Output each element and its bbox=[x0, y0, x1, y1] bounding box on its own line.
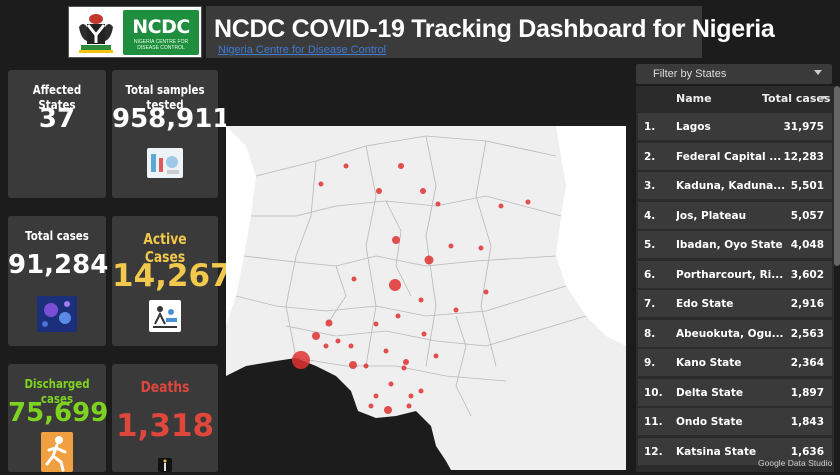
case-count: 2,563 bbox=[790, 327, 824, 340]
table-row[interactable]: 1. Lagos 31,975 bbox=[638, 112, 832, 140]
case-count: 1,843 bbox=[790, 416, 824, 428]
cases-table: Name Total cases 1. Lagos 31,975 2. Federal … bbox=[636, 86, 834, 472]
logo-text: NCDC bbox=[132, 16, 190, 38]
card-value: 37 bbox=[38, 104, 76, 134]
rank: 11. bbox=[644, 416, 663, 428]
column-header-name[interactable]: Name bbox=[676, 92, 712, 105]
ncdc-logo: NCDC NIGERIA CENTRE FOR DISEASE CONTROL bbox=[123, 10, 199, 55]
state-name: Delta State bbox=[676, 386, 744, 399]
case-count: 5,501 bbox=[790, 180, 824, 192]
state-name: Portharcourt, Ri... bbox=[676, 268, 784, 281]
sort-desc-icon[interactable] bbox=[820, 96, 826, 100]
rank: 7. bbox=[644, 298, 656, 310]
rank: 12. bbox=[644, 445, 663, 458]
card-value: 1,318 bbox=[115, 408, 215, 444]
lab-test-icon bbox=[147, 148, 183, 178]
table-scrollbar[interactable] bbox=[834, 86, 840, 266]
state-name: Abeuokuta, Ogu... bbox=[676, 327, 784, 340]
filter-label: Filter by States bbox=[653, 68, 727, 80]
nigeria-map[interactable] bbox=[226, 66, 626, 470]
case-count: 4,048 bbox=[790, 239, 824, 251]
state-name: Katsina State bbox=[676, 445, 757, 458]
google-data-studio-credit: Google Data Studio bbox=[758, 458, 833, 468]
state-name: Jos, Plateau bbox=[676, 209, 747, 222]
case-count: 2,364 bbox=[790, 357, 824, 369]
table-row[interactable]: 12. Katsina State 1,636 bbox=[638, 436, 832, 465]
state-name: Edo State bbox=[676, 298, 734, 310]
ncdc-link[interactable]: Nigeria Centre for Disease Control bbox=[218, 44, 387, 56]
card-deaths: Deaths 1,318 bbox=[112, 364, 218, 472]
table-row[interactable]: 8. Abeuokuta, Ogu... 2,563 bbox=[638, 318, 832, 347]
state-name: Ibadan, Oyo State bbox=[676, 239, 783, 251]
logo-subtext: NIGERIA CENTRE FOR DISEASE CONTROL bbox=[133, 39, 189, 51]
card-label: Total cases bbox=[25, 228, 89, 243]
running-person-icon bbox=[41, 432, 73, 472]
state-name: Federal Capital ... bbox=[676, 150, 782, 163]
rank: 2. bbox=[644, 150, 656, 163]
card-active-cases: Active Cases 14,267 bbox=[112, 216, 232, 346]
rank: 4. bbox=[644, 209, 656, 222]
chevron-down-icon[interactable] bbox=[814, 70, 822, 75]
card-label: Active Cases bbox=[143, 230, 187, 266]
rank: 1. bbox=[644, 121, 656, 133]
case-count: 3,602 bbox=[790, 268, 824, 281]
card-label: Discharged cases bbox=[24, 376, 90, 406]
card-label: Total samples tested bbox=[125, 82, 205, 112]
virus-icon bbox=[37, 296, 77, 332]
page-title: NCDC COVID-19 Tracking Dashboard for Nig… bbox=[214, 15, 775, 43]
title-banner: NCDC COVID-19 Tracking Dashboard for Nig… bbox=[206, 6, 775, 58]
case-count: 1,636 bbox=[790, 445, 824, 458]
rank: 10. bbox=[644, 386, 663, 399]
rank: 9. bbox=[644, 357, 656, 369]
card-discharged: Discharged cases 75,699 bbox=[8, 364, 109, 472]
table-row[interactable]: 4. Jos, Plateau 5,057 bbox=[638, 200, 832, 229]
state-name: Ondo State bbox=[676, 416, 743, 428]
patient-care-icon bbox=[149, 300, 181, 332]
column-header-total-cases[interactable]: Total cases bbox=[762, 92, 831, 105]
table-row[interactable]: 10. Delta State 1,897 bbox=[638, 377, 832, 406]
case-count: 12,283 bbox=[783, 150, 824, 163]
map-panel[interactable] bbox=[226, 66, 626, 470]
case-count: 31,975 bbox=[783, 121, 824, 133]
candle-icon bbox=[158, 458, 172, 472]
card-label: Deaths bbox=[140, 378, 190, 396]
card-samples-tested: Total samples tested 958,911 bbox=[112, 70, 231, 198]
card-value: 958,911 bbox=[112, 104, 231, 134]
state-name: Lagos bbox=[676, 121, 711, 133]
coat-of-arms-icon bbox=[75, 11, 117, 55]
table-row[interactable]: 5. Ibadan, Oyo State 4,048 bbox=[638, 230, 832, 258]
card-affected-states: Affected States 37 bbox=[8, 70, 106, 198]
table-row[interactable]: 2. Federal Capital ... 12,283 bbox=[638, 141, 832, 170]
card-total-cases: Total cases 91,284 bbox=[8, 216, 109, 346]
card-value: 75,699 bbox=[8, 398, 109, 428]
card-value: 14,267 bbox=[112, 258, 232, 294]
table-row[interactable]: 3. Kaduna, Kaduna... 5,501 bbox=[638, 171, 832, 199]
rank: 8. bbox=[644, 327, 656, 340]
case-count: 5,057 bbox=[790, 209, 824, 222]
case-count: 1,897 bbox=[790, 386, 824, 399]
case-count: 2,916 bbox=[790, 298, 824, 310]
table-row[interactable]: 9. Kano State 2,364 bbox=[638, 348, 832, 376]
table-row[interactable]: 7. Edo State 2,916 bbox=[638, 289, 832, 317]
rank: 5. bbox=[644, 239, 656, 251]
card-value: 91,284 bbox=[8, 250, 109, 280]
state-name: Kano State bbox=[676, 357, 742, 369]
state-name: Kaduna, Kaduna... bbox=[676, 180, 786, 192]
rank: 3. bbox=[644, 180, 656, 192]
table-row[interactable]: 6. Portharcourt, Ri... 3,602 bbox=[638, 259, 832, 288]
filter-by-states-dropdown[interactable]: Filter by States bbox=[636, 64, 832, 84]
card-label: Affected States bbox=[32, 82, 82, 112]
rank: 6. bbox=[644, 268, 656, 281]
header-logos: NCDC NIGERIA CENTRE FOR DISEASE CONTROL bbox=[68, 6, 202, 58]
table-row[interactable]: 11. Ondo State 1,843 bbox=[638, 407, 832, 435]
